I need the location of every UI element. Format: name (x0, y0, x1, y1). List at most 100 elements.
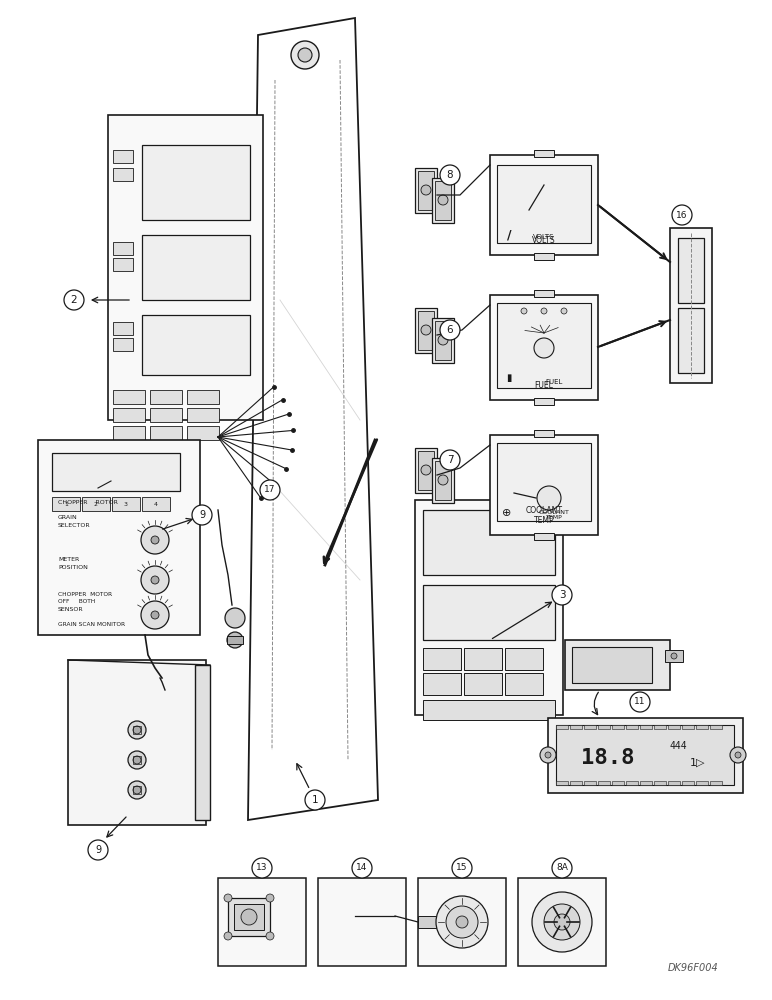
Bar (556, 725, 734, 785)
Bar (113, 390, 145, 404)
Circle shape (151, 536, 159, 544)
Bar (113, 242, 133, 255)
Text: ▮: ▮ (506, 373, 512, 383)
Bar (52, 453, 180, 491)
Text: 15: 15 (456, 863, 468, 872)
Bar (464, 673, 502, 695)
Circle shape (141, 526, 169, 554)
Text: OFF     BOTH: OFF BOTH (58, 599, 95, 604)
Text: 1▷: 1▷ (690, 758, 706, 768)
Bar (565, 640, 670, 690)
Text: 8A: 8A (556, 863, 568, 872)
Text: VOLTS: VOLTS (533, 234, 555, 240)
Bar (432, 458, 454, 503)
Circle shape (552, 585, 572, 605)
Text: POSITION: POSITION (58, 565, 88, 570)
Bar (505, 648, 543, 670)
Circle shape (554, 914, 570, 930)
Circle shape (561, 308, 567, 314)
Text: COOLANT
TEMP: COOLANT TEMP (539, 510, 570, 520)
Text: SELECTOR: SELECTOR (58, 523, 90, 528)
Bar (598, 725, 610, 729)
Bar (418, 878, 506, 966)
Bar (626, 725, 638, 729)
Bar (142, 315, 250, 375)
Circle shape (630, 692, 650, 712)
Circle shape (133, 786, 141, 794)
Circle shape (537, 486, 561, 510)
Bar (534, 533, 554, 540)
Bar (108, 115, 263, 420)
Circle shape (421, 185, 431, 195)
Bar (464, 648, 502, 670)
Circle shape (128, 721, 146, 739)
Text: COOLANT
TEMP: COOLANT TEMP (526, 506, 563, 525)
Text: 7: 7 (447, 455, 453, 465)
Circle shape (440, 165, 460, 185)
Bar (150, 390, 182, 404)
Bar (640, 781, 652, 785)
Bar (556, 781, 568, 785)
Ellipse shape (371, 906, 389, 920)
Bar (418, 451, 434, 490)
Text: 11: 11 (635, 698, 645, 706)
Text: CHOPPER  MOTOR: CHOPPER MOTOR (58, 592, 112, 597)
Bar (150, 408, 182, 422)
Bar (142, 145, 250, 220)
Text: /: / (506, 229, 511, 241)
Bar (423, 648, 461, 670)
Text: 2: 2 (71, 295, 77, 305)
Circle shape (141, 566, 169, 594)
Bar (640, 725, 652, 729)
Bar (318, 878, 406, 966)
Bar (142, 235, 250, 300)
Bar (682, 781, 694, 785)
Bar (534, 430, 554, 437)
Text: 9: 9 (95, 845, 101, 855)
Bar (505, 673, 543, 695)
Circle shape (128, 751, 146, 769)
Bar (668, 781, 680, 785)
Text: 17: 17 (264, 486, 276, 494)
Circle shape (133, 726, 141, 734)
Bar (584, 781, 596, 785)
Circle shape (545, 752, 551, 758)
Text: 2: 2 (94, 502, 98, 506)
Bar (418, 311, 434, 350)
Text: DK96F004: DK96F004 (667, 963, 718, 973)
Bar (678, 308, 704, 373)
Text: 18.8: 18.8 (581, 748, 635, 768)
Circle shape (540, 747, 556, 763)
Bar (113, 426, 145, 440)
Text: ⊕: ⊕ (503, 508, 512, 518)
Bar (38, 440, 200, 635)
Text: 14: 14 (357, 863, 367, 872)
Circle shape (452, 858, 472, 878)
Text: SENSOR: SENSOR (58, 607, 83, 612)
Text: FUEL: FUEL (545, 379, 563, 385)
Bar (435, 321, 451, 360)
Bar (670, 228, 712, 383)
Circle shape (305, 790, 325, 810)
Bar (187, 408, 219, 422)
Bar (112, 497, 140, 511)
Bar (234, 904, 264, 930)
Bar (415, 448, 437, 493)
Bar (113, 322, 133, 335)
Bar (665, 650, 683, 662)
Circle shape (227, 632, 243, 648)
Circle shape (141, 601, 169, 629)
Circle shape (298, 48, 312, 62)
Bar (570, 725, 582, 729)
Text: 6: 6 (447, 325, 453, 335)
Bar (113, 168, 133, 181)
Bar (490, 435, 598, 535)
Circle shape (225, 608, 245, 628)
Circle shape (730, 747, 746, 763)
Circle shape (534, 338, 554, 358)
Bar (418, 916, 446, 928)
Bar (570, 781, 582, 785)
Bar (415, 500, 563, 715)
Bar (415, 308, 437, 353)
Bar (490, 155, 598, 255)
